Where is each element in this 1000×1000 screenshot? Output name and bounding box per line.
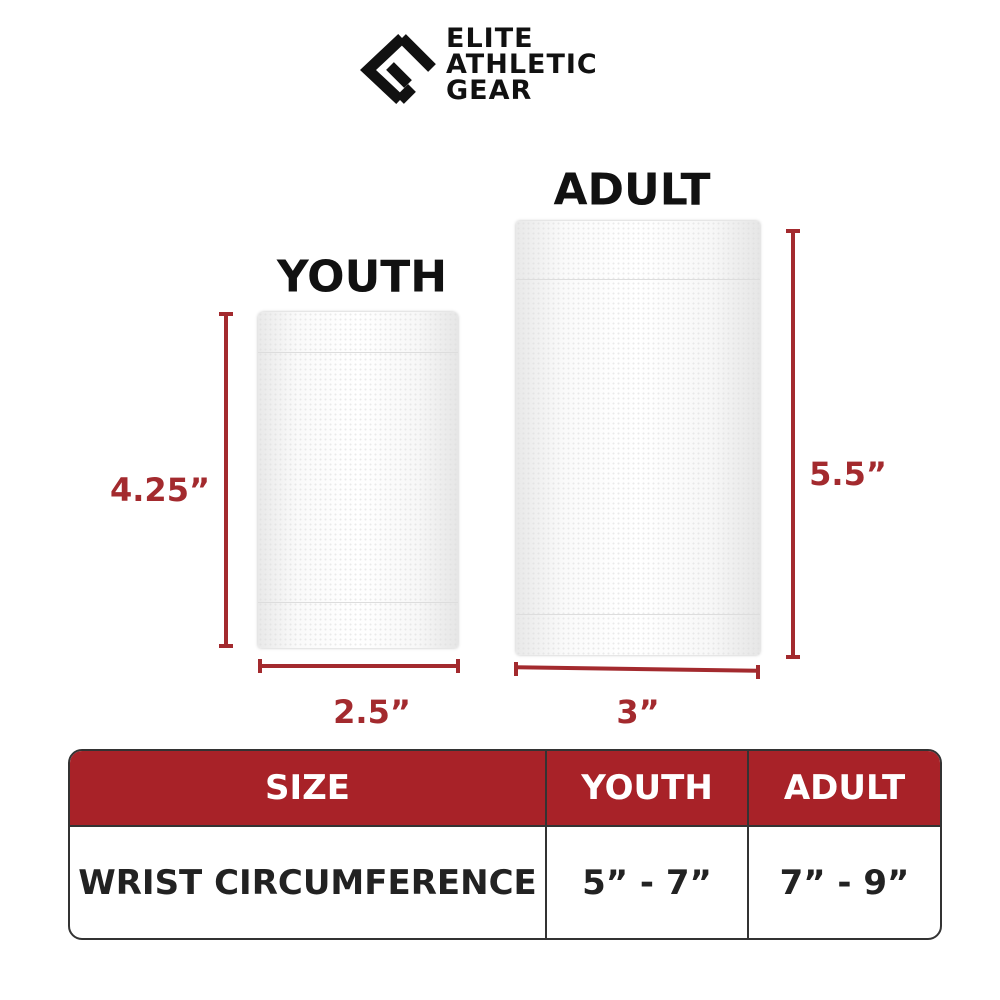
youth-title: YOUTH — [276, 251, 448, 303]
brand-name: ELITE ATHLETIC GEAR — [446, 23, 598, 106]
adult-width-line — [515, 665, 759, 673]
dimension-tick — [219, 312, 233, 316]
size-table: SIZE YOUTH ADULT WRIST CIRCUMFERENCE 5” … — [68, 749, 942, 940]
table-row: WRIST CIRCUMFERENCE 5” - 7” 7” - 9” — [70, 827, 940, 938]
table-header-row: SIZE YOUTH ADULT — [70, 751, 940, 827]
brand-line: GEAR — [446, 75, 533, 106]
youth-height-line — [224, 313, 228, 647]
header-adult: ADULT — [747, 751, 940, 827]
adult-width-label: 3” — [616, 693, 660, 731]
dimension-tick — [219, 644, 233, 648]
youth-width-label: 2.5” — [333, 693, 411, 731]
brand-line: ATHLETIC — [446, 49, 598, 80]
dimension-tick — [786, 655, 800, 659]
youth-height-label: 4.25” — [110, 471, 210, 509]
youth-value: 5” - 7” — [545, 827, 747, 938]
adult-height-label: 5.5” — [809, 455, 887, 493]
adult-height-line — [791, 230, 795, 657]
row-label: WRIST CIRCUMFERENCE — [78, 862, 537, 903]
dimension-tick — [756, 665, 760, 679]
brand-line: ELITE — [446, 23, 534, 54]
adult-sleeve-image — [516, 221, 760, 655]
header-size: SIZE — [70, 751, 545, 827]
brand-logo-icon — [360, 33, 436, 105]
adult-value: 7” - 9” — [747, 827, 940, 938]
youth-width-line — [260, 664, 458, 668]
adult-title: ADULT — [553, 164, 711, 216]
dimension-tick — [456, 659, 460, 673]
header-youth: YOUTH — [545, 751, 747, 827]
youth-sleeve-image — [258, 312, 458, 648]
dimension-tick — [258, 659, 262, 673]
dimension-tick — [514, 662, 518, 676]
dimension-tick — [786, 229, 800, 233]
